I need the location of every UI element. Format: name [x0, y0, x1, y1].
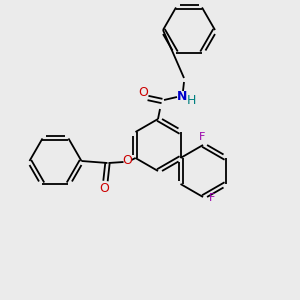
Text: H: H — [186, 94, 196, 106]
Text: O: O — [122, 154, 132, 167]
Text: O: O — [100, 182, 110, 194]
Text: F: F — [199, 132, 205, 142]
Text: O: O — [138, 86, 148, 100]
Text: F: F — [209, 193, 215, 203]
Text: N: N — [177, 89, 187, 103]
